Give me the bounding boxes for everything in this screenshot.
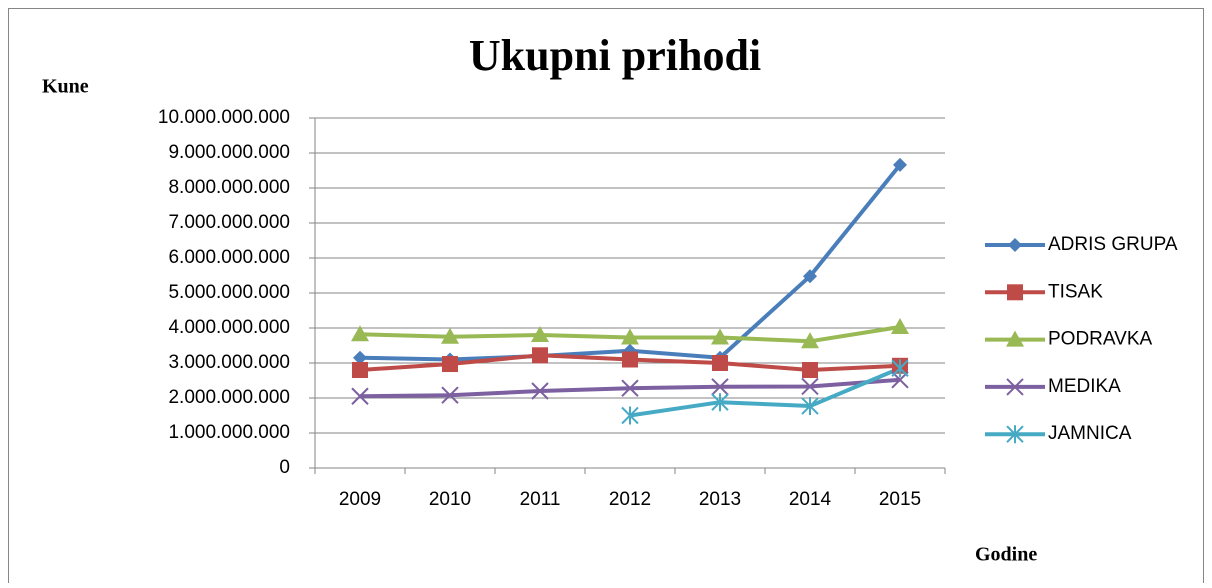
marker bbox=[532, 347, 548, 364]
x-tick-label: 2015 bbox=[879, 489, 921, 510]
marker bbox=[801, 377, 819, 396]
marker bbox=[801, 397, 819, 416]
marker bbox=[621, 379, 639, 397]
x-tick-label: 2012 bbox=[609, 489, 651, 510]
series-line bbox=[629, 366, 901, 418]
marker bbox=[803, 269, 817, 284]
y-tick-label: 3.000.000.000 bbox=[168, 352, 290, 373]
marker bbox=[442, 356, 458, 373]
marker bbox=[711, 378, 729, 396]
legend-label: PODRAVKA bbox=[1048, 329, 1153, 350]
chart-border bbox=[8, 8, 1204, 583]
marker bbox=[353, 350, 367, 365]
marker bbox=[621, 406, 639, 425]
marker bbox=[351, 325, 369, 342]
marker bbox=[801, 332, 819, 349]
marker bbox=[802, 362, 818, 378]
x-tick-label: 2010 bbox=[429, 489, 471, 510]
marker bbox=[712, 355, 728, 371]
y-tick-label: 8.000.000.000 bbox=[168, 177, 290, 198]
y-axis-label: Kune bbox=[42, 76, 89, 98]
marker bbox=[1006, 425, 1024, 444]
marker bbox=[351, 387, 369, 405]
marker bbox=[711, 328, 729, 345]
marker bbox=[893, 157, 907, 172]
marker bbox=[1006, 378, 1024, 396]
y-tick-label: 7.000.000.000 bbox=[168, 212, 290, 233]
marker bbox=[531, 326, 549, 342]
marker bbox=[1007, 284, 1023, 301]
marker bbox=[1006, 330, 1024, 347]
chart-title: Ukupni prihodi bbox=[469, 31, 761, 80]
y-tick-label: 4.000.000.000 bbox=[168, 317, 290, 338]
marker bbox=[711, 393, 729, 412]
legend-label: TISAK bbox=[1048, 281, 1103, 302]
marker bbox=[891, 359, 909, 378]
marker bbox=[621, 328, 639, 345]
marker bbox=[441, 327, 459, 344]
y-tick-label: 2.000.000.000 bbox=[168, 387, 290, 408]
marker bbox=[1008, 238, 1022, 252]
marker bbox=[352, 362, 368, 378]
y-tick-label: 6.000.000.000 bbox=[168, 247, 290, 268]
x-axis-label: Godine bbox=[975, 544, 1037, 566]
y-tick-label: 10.000.000.000 bbox=[158, 107, 290, 128]
x-tick-label: 2013 bbox=[699, 489, 741, 510]
y-tick-label: 9.000.000.000 bbox=[168, 142, 290, 163]
x-tick-label: 2011 bbox=[520, 489, 561, 510]
legend-label: ADRIS GRUPA bbox=[1048, 234, 1178, 255]
legend-label: JAMNICA bbox=[1048, 423, 1132, 444]
x-tick-label: 2009 bbox=[339, 489, 381, 510]
marker bbox=[531, 382, 549, 400]
marker bbox=[441, 386, 459, 404]
marker bbox=[891, 317, 909, 334]
y-tick-label: 1.000.000.000 bbox=[168, 422, 290, 443]
y-tick-label: 0 bbox=[279, 457, 290, 478]
x-tick-label: 2014 bbox=[789, 489, 832, 510]
marker bbox=[622, 351, 638, 368]
y-tick-label: 5.000.000.000 bbox=[168, 282, 290, 303]
legend-label: MEDIKA bbox=[1048, 376, 1121, 397]
